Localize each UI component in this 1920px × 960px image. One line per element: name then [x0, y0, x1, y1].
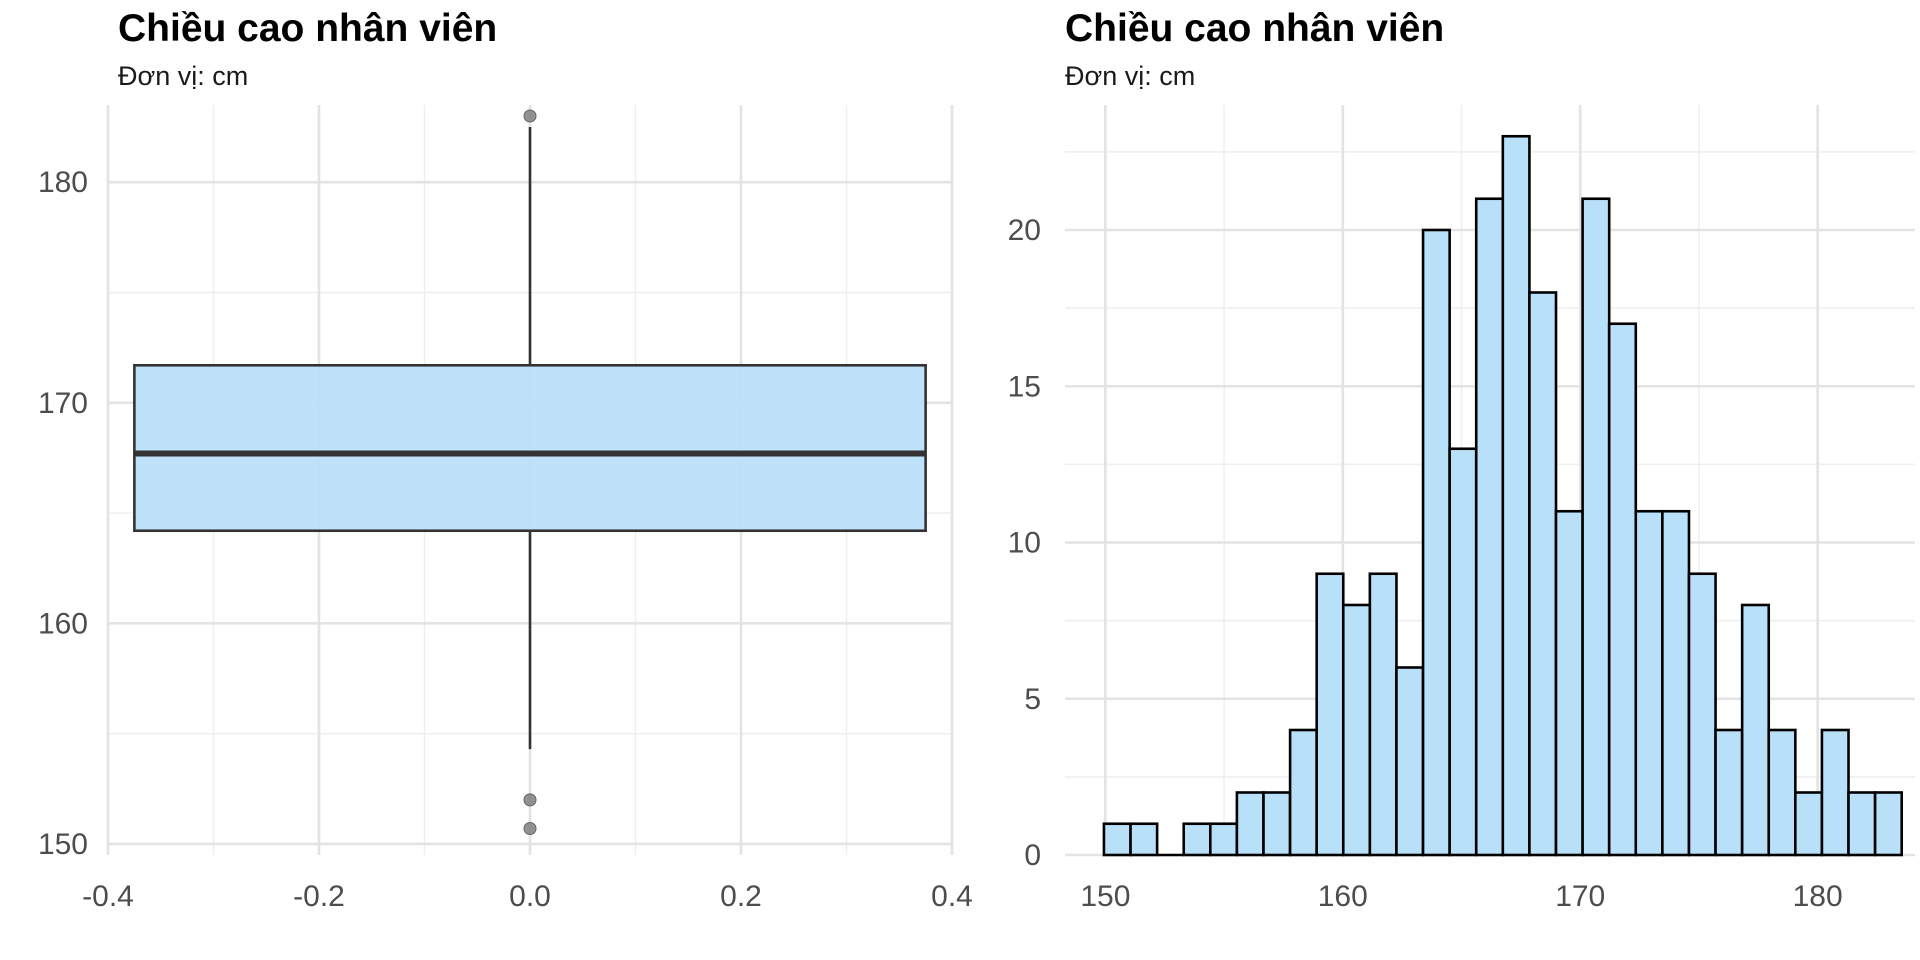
boxplot-x-tick-labels: -0.4 -0.2 0.0 0.2 0.4 — [82, 880, 973, 913]
histogram-bar — [1235, 791, 1265, 857]
histogram-bar — [1315, 572, 1345, 857]
histogram-bar — [1581, 197, 1611, 857]
histogram-subtitle: Đơn vị: cm — [1065, 61, 1195, 91]
x-tick-label: -0.4 — [82, 880, 134, 913]
outlier-point — [523, 109, 537, 123]
box-iqr — [133, 363, 927, 533]
histogram-bar — [1341, 603, 1372, 857]
boxplot-title: Chiều cao nhân viên — [118, 7, 497, 50]
histogram-bar — [1262, 791, 1292, 857]
histogram-bar — [1714, 728, 1744, 857]
histogram-bar — [1395, 666, 1425, 857]
histogram-bar — [1129, 822, 1159, 857]
histogram-bar — [1368, 572, 1398, 857]
histogram-bar — [1687, 572, 1717, 857]
x-tick-label: 150 — [1080, 880, 1130, 913]
histogram-bar — [1820, 728, 1850, 857]
histogram-bar — [1102, 822, 1132, 857]
x-tick-label: 160 — [1318, 880, 1368, 913]
y-tick-label: 0 — [1024, 839, 1041, 872]
y-tick-label: 10 — [1008, 527, 1041, 560]
histogram-bar — [1288, 728, 1318, 857]
histogram-bar — [1554, 509, 1584, 857]
histogram-bar — [1182, 822, 1212, 857]
x-tick-label: 180 — [1793, 880, 1843, 913]
y-tick-label: 160 — [38, 607, 88, 640]
y-tick-label: 15 — [1008, 370, 1041, 403]
histogram-bar — [1501, 134, 1531, 857]
histogram-title: Chiều cao nhân viên — [1065, 7, 1444, 50]
y-tick-label: 20 — [1008, 214, 1041, 247]
x-tick-label: 170 — [1555, 880, 1605, 913]
boxplot-y-tick-labels: 150 160 170 180 — [38, 166, 88, 861]
histogram-bar — [1448, 447, 1478, 857]
x-tick-label: 0.2 — [720, 880, 762, 913]
y-tick-label: 5 — [1024, 683, 1041, 716]
histogram-bar — [1740, 603, 1771, 857]
histogram-bar — [1767, 728, 1797, 857]
y-tick-label: 170 — [38, 387, 88, 420]
histogram-bar — [1209, 822, 1239, 857]
histogram-bar — [1634, 509, 1664, 857]
histogram-x-tick-labels: 150 160 170 180 — [1080, 880, 1842, 913]
y-tick-label: 150 — [38, 828, 88, 861]
x-tick-label: -0.2 — [293, 880, 345, 913]
x-tick-label: 0.4 — [931, 880, 973, 913]
boxplot-panel: Chiều cao nhân viên Đơn vị: cm 150 160 170… — [38, 7, 973, 913]
x-tick-label: 0.0 — [509, 880, 551, 913]
histogram-bar — [1607, 322, 1638, 857]
histogram-bar — [1528, 291, 1558, 857]
y-tick-label: 180 — [38, 166, 88, 199]
outlier-point — [523, 793, 537, 807]
histogram-bar — [1661, 509, 1691, 857]
histogram-bar — [1794, 791, 1824, 857]
boxplot-marks — [133, 109, 927, 836]
boxplot-subtitle: Đơn vị: cm — [118, 61, 248, 91]
histogram-y-tick-labels: 0 5 10 15 20 — [1008, 214, 1041, 872]
outlier-point — [523, 822, 537, 836]
histogram-bar — [1421, 228, 1451, 857]
histogram-bar — [1847, 791, 1877, 857]
histogram-bar — [1873, 791, 1904, 857]
histogram-bar — [1474, 197, 1505, 857]
histogram-bars — [1102, 134, 1904, 857]
histogram-panel: Chiều cao nhân viên Đơn vị: cm 05101520 … — [1008, 7, 1915, 913]
